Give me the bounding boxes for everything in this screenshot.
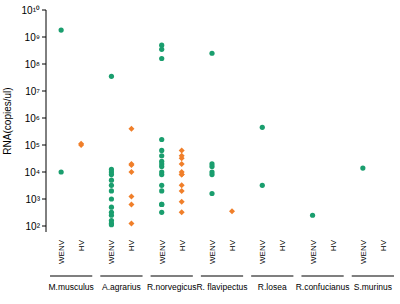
- group-label: R.losea: [258, 282, 287, 292]
- points: [59, 28, 366, 228]
- group-bar: [301, 275, 343, 276]
- point: [229, 208, 235, 214]
- y-tick: [42, 91, 46, 92]
- series-label: HV: [379, 239, 388, 251]
- group-label: M.musculus: [48, 282, 93, 292]
- point: [209, 191, 214, 196]
- point: [179, 172, 185, 178]
- y-tick: [42, 172, 46, 173]
- series-label: HV: [228, 239, 237, 251]
- y-tick-label: 10²: [26, 221, 41, 232]
- point: [159, 172, 164, 177]
- y-tick-label: 10⁹: [25, 32, 40, 43]
- series-label: HV: [127, 239, 136, 251]
- y-tick-label: 10⁵: [25, 140, 40, 151]
- group-bar: [50, 275, 92, 276]
- chart: 10² 10³ 10⁴ 10⁵ 10⁶ 10⁷ 10⁸ 10⁹ 10¹⁰ RNA(copies/u…: [0, 0, 400, 304]
- point: [109, 213, 114, 218]
- series-label: HV: [77, 239, 86, 251]
- y-tick: [42, 199, 46, 200]
- point: [109, 222, 114, 227]
- y-tick-label: 10³: [26, 194, 41, 205]
- y-tick: [42, 226, 46, 227]
- series-label: WENV: [359, 239, 368, 264]
- point: [109, 205, 114, 210]
- group-bar: [201, 275, 243, 276]
- series-label: WENV: [158, 239, 167, 264]
- point: [159, 202, 164, 207]
- point: [209, 51, 214, 56]
- y-tick: [42, 145, 46, 146]
- series-label: WENV: [258, 239, 267, 264]
- point: [128, 193, 134, 199]
- point: [179, 209, 185, 215]
- y-tick-label: 10⁸: [25, 59, 40, 70]
- y-tick: [42, 37, 46, 38]
- series-label: WENV: [107, 239, 116, 264]
- point: [128, 201, 134, 207]
- series-label: HV: [178, 239, 187, 251]
- point: [179, 172, 185, 178]
- series-label: WENV: [309, 239, 318, 264]
- y-tick-label: 10¹⁰: [22, 5, 40, 16]
- point: [360, 165, 365, 170]
- point: [59, 169, 64, 174]
- point: [109, 178, 114, 183]
- point: [159, 47, 164, 52]
- point: [159, 148, 164, 153]
- group-bar: [100, 275, 142, 276]
- y-tick-label: 10⁴: [25, 167, 40, 178]
- point: [109, 74, 114, 79]
- point: [179, 161, 185, 167]
- point: [109, 196, 114, 201]
- y-tick-label: 10⁶: [25, 113, 40, 124]
- point: [159, 153, 164, 158]
- group-label: S.murinus: [354, 282, 392, 292]
- point: [59, 28, 64, 33]
- point: [209, 164, 214, 169]
- point: [128, 162, 134, 168]
- group-bar: [352, 275, 394, 276]
- point: [159, 188, 164, 193]
- group-label: A.agrarius: [102, 282, 141, 292]
- point: [159, 164, 164, 169]
- point: [78, 141, 84, 147]
- point: [179, 182, 185, 188]
- group-bar: [251, 275, 293, 276]
- point: [109, 172, 114, 177]
- point: [179, 199, 185, 205]
- point: [159, 137, 164, 142]
- point: [159, 202, 164, 207]
- point: [179, 188, 185, 194]
- group-label: R.confucianus: [296, 282, 350, 292]
- group-label: R. flavipectus: [196, 282, 247, 292]
- point: [128, 126, 134, 132]
- point: [260, 183, 265, 188]
- point: [128, 220, 134, 226]
- point: [109, 183, 114, 188]
- y-axis-label: RNA(copies/ul): [2, 87, 13, 154]
- y-tick: [42, 64, 46, 65]
- point: [179, 147, 185, 153]
- series-label: HV: [329, 239, 338, 251]
- point: [159, 210, 164, 215]
- point: [179, 155, 185, 161]
- series-label: WENV: [208, 239, 217, 264]
- point: [209, 172, 214, 177]
- point: [159, 56, 164, 61]
- point: [260, 125, 265, 130]
- point: [128, 169, 134, 175]
- group-label: R.norvegicus: [147, 282, 197, 292]
- group-bar: [151, 275, 193, 276]
- series-label: HV: [278, 239, 287, 251]
- point: [159, 183, 164, 188]
- point: [310, 213, 315, 218]
- y-tick: [42, 118, 46, 119]
- series-label: WENV: [57, 239, 66, 264]
- y-tick: [42, 10, 46, 11]
- y-tick-label: 10⁷: [25, 86, 40, 97]
- point: [109, 188, 114, 193]
